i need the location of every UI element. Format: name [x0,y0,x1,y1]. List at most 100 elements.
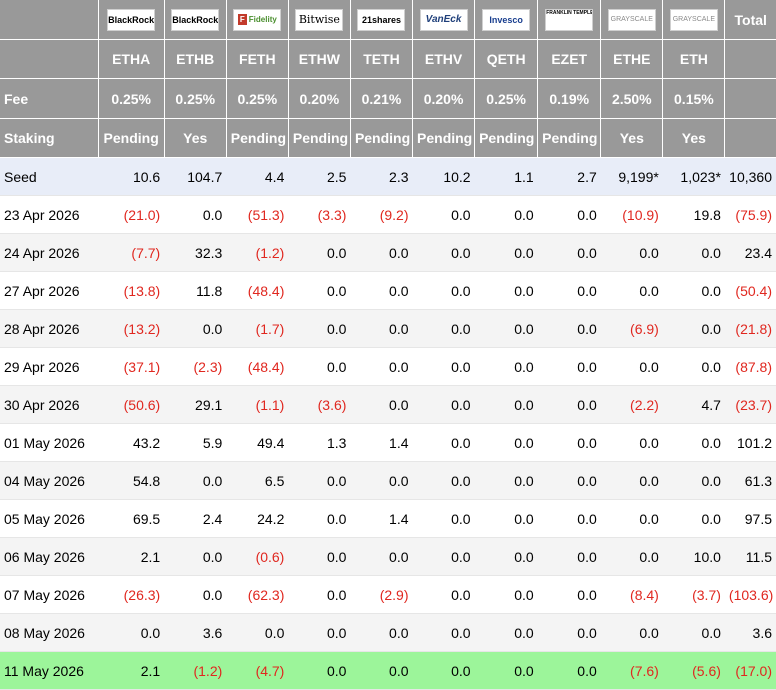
date-cell: 23 Apr 2026 [0,195,99,234]
flow-value-cell: 0.0 [350,461,413,500]
flow-value-cell: 0.0 [474,537,538,576]
flow-value-cell: 11.8 [164,271,227,310]
flow-value-cell: 0.0 [537,461,601,500]
flow-value-cell: 0.0 [662,271,725,310]
date-cell: 24 Apr 2026 [0,233,99,272]
staking-cell: Pending [350,118,414,158]
flow-value-cell: 0.0 [662,309,725,348]
flow-value-cell: 0.0 [288,347,351,386]
flow-value-cell: 4.7 [662,385,725,424]
total-value-cell: (17.0) [724,651,776,690]
flow-value-cell: 0.0 [350,613,413,652]
invesco-logo-icon: Invesco [482,8,531,31]
date-cell: 29 Apr 2026 [0,347,99,386]
flow-value-cell: 0.0 [474,423,538,462]
flow-value-cell: 0.0 [412,347,475,386]
total-value-cell: (21.8) [724,309,776,348]
issuer-logo-row: BlackRock BlackRock F Fidelity Bitwise 21… [0,0,776,40]
staking-cell: Pending [98,118,165,158]
flow-value-cell: 1.3 [288,423,351,462]
date-cell: 27 Apr 2026 [0,271,99,310]
flow-value-cell: 0.0 [288,575,351,614]
flow-value-cell: 0.0 [600,499,663,538]
flow-value-cell: 0.0 [288,233,351,272]
total-value-cell: 11.5 [724,537,776,576]
staking-cell: Pending [537,118,602,158]
staking-cell: Yes [600,118,664,158]
flow-rows: Seed 10.6 104.7 4.4 2.5 2.3 10.2 1.1 2.7 9,199* 1,… [0,157,776,690]
flow-value-cell: 0.0 [288,499,351,538]
total-header: Total [724,0,776,40]
date-cell: Seed [0,157,99,196]
flow-value-cell: 0.0 [537,499,601,538]
flow-value-cell: 5.9 [164,423,227,462]
flow-value-cell: 0.0 [537,271,601,310]
flow-value-cell: 0.0 [600,537,663,576]
date-cell: 08 May 2026 [0,613,99,652]
flow-value-cell: (7.6) [600,651,663,690]
total-header-blank [724,39,776,79]
flow-row: 24 Apr 2026 (7.7) 32.3 (1.2) 0.0 0.0 0.0 0.0 0.0… [0,233,776,272]
date-cell: 11 May 2026 [0,651,99,690]
flow-value-cell: 0.0 [537,385,601,424]
total-value-cell: 23.4 [724,233,776,272]
flow-row: 27 Apr 2026 (13.8) 11.8 (48.4) 0.0 0.0 0.0 0.0 0… [0,271,776,310]
flow-value-cell: 0.0 [288,271,351,310]
flow-value-cell: 2.5 [288,157,351,196]
flow-value-cell: (3.7) [662,575,725,614]
flow-value-cell: 54.8 [98,461,165,500]
flow-value-cell: 0.0 [537,575,601,614]
flow-value-cell: 1.4 [350,423,413,462]
flow-value-cell: (1.2) [226,233,289,272]
flow-value-cell: (48.4) [226,347,289,386]
total-value-cell: 97.5 [724,499,776,538]
flow-value-cell: 0.0 [288,613,351,652]
date-cell: 04 May 2026 [0,461,99,500]
flow-value-cell: (26.3) [98,575,165,614]
flow-value-cell: 0.0 [412,309,475,348]
total-value-cell: 3.6 [724,613,776,652]
ticker-cell: ETHE [600,39,664,79]
flow-value-cell: 19.8 [662,195,725,234]
flow-value-cell: 0.0 [537,347,601,386]
flow-row: 04 May 2026 54.8 0.0 6.5 0.0 0.0 0.0 0.0 0.0 0.0 0… [0,461,776,500]
flow-value-cell: (1.7) [226,309,289,348]
flow-value-cell: 1,023* [662,157,725,196]
flow-value-cell: (37.1) [98,347,165,386]
flow-value-cell: 0.0 [412,271,475,310]
ticker-cell: TETH [350,39,414,79]
flow-value-cell: 0.0 [474,271,538,310]
flow-value-cell: 0.0 [662,613,725,652]
staking-cell: Yes [164,118,227,158]
total-value-cell: (23.7) [724,385,776,424]
staking-cell: Pending [412,118,476,158]
fee-cell: 0.25% [98,78,165,119]
flow-value-cell: 0.0 [164,575,227,614]
flow-value-cell: 9,199* [600,157,663,196]
staking-cell: Yes [662,118,726,158]
flow-value-cell: 0.0 [537,651,601,690]
flow-value-cell: 0.0 [350,537,413,576]
flow-row: 07 May 2026 (26.3) 0.0 (62.3) 0.0 (2.9) 0.0 0.0… [0,575,776,614]
corner-cell [0,0,99,40]
flow-value-cell: 0.0 [537,195,601,234]
fidelity-mark-icon: F [237,13,247,25]
flow-value-cell: 0.0 [600,423,663,462]
flow-row: 29 Apr 2026 (37.1) (2.3) (48.4) 0.0 0.0 0.0 0.0… [0,347,776,386]
ticker-cell: ETHV [412,39,476,79]
flow-value-cell: 0.0 [537,233,601,272]
flow-row: 08 May 2026 0.0 3.6 0.0 0.0 0.0 0.0 0.0 0.0 0.0 0.… [0,613,776,652]
flow-value-cell: 0.0 [164,461,227,500]
flow-value-cell: (21.0) [98,195,165,234]
flow-value-cell: (0.6) [226,537,289,576]
flow-value-cell: (10.9) [600,195,663,234]
date-cell: 01 May 2026 [0,423,99,462]
flow-value-cell: 0.0 [537,309,601,348]
fee-label: Fee [0,78,99,119]
flow-value-cell: 0.0 [662,233,725,272]
flow-value-cell: 0.0 [288,309,351,348]
flow-value-cell: 0.0 [412,613,475,652]
flow-value-cell: 43.2 [98,423,165,462]
flow-value-cell: 2.1 [98,537,165,576]
